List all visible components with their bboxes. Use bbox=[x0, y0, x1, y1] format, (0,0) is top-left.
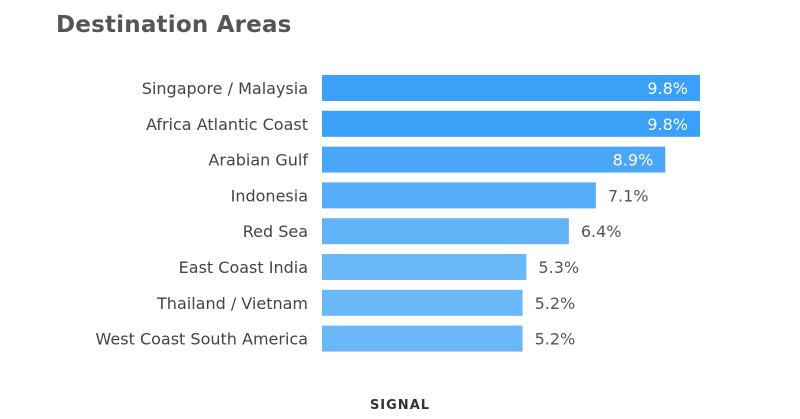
category-label: East Coast India bbox=[179, 258, 308, 277]
bar bbox=[322, 110, 700, 137]
bar bbox=[322, 254, 527, 280]
value-label: 9.8% bbox=[647, 79, 688, 98]
category-label: Arabian Gulf bbox=[208, 151, 308, 170]
category-label: Singapore / Malaysia bbox=[142, 79, 308, 98]
chart-title: Destination Areas bbox=[56, 12, 292, 38]
bar bbox=[322, 289, 523, 316]
bar bbox=[322, 182, 596, 209]
value-label: 5.2% bbox=[535, 294, 576, 313]
category-label: Africa Atlantic Coast bbox=[146, 115, 308, 134]
value-label: 7.1% bbox=[608, 186, 649, 205]
value-label: 5.3% bbox=[538, 258, 579, 277]
category-label: Thailand / Vietnam bbox=[156, 294, 308, 313]
bar bbox=[322, 75, 700, 101]
value-label: 8.9% bbox=[613, 151, 654, 170]
bar bbox=[322, 218, 569, 245]
category-label: West Coast South America bbox=[96, 330, 308, 349]
category-label: Red Sea bbox=[243, 222, 308, 241]
value-label: 5.2% bbox=[535, 330, 576, 349]
value-label: 9.8% bbox=[647, 115, 688, 134]
signal-logo: SIGNAL bbox=[369, 398, 431, 413]
category-label: Indonesia bbox=[231, 186, 308, 205]
bar bbox=[322, 146, 666, 173]
value-label: 6.4% bbox=[581, 222, 622, 241]
bar bbox=[322, 325, 523, 352]
